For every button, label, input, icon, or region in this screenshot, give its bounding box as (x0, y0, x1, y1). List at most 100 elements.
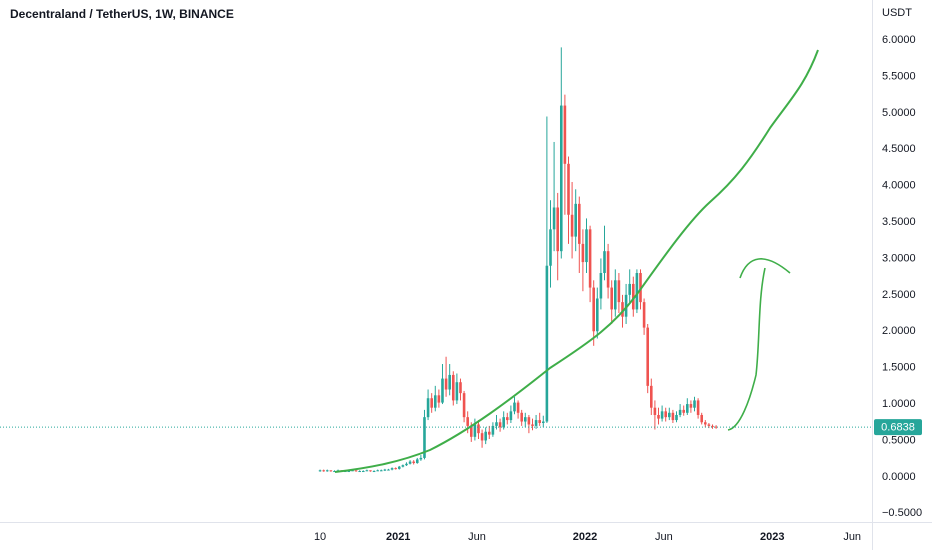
last-price-label: 0.6838 (881, 421, 915, 433)
x-tick-label: Jun (843, 531, 861, 543)
candle-body (693, 400, 696, 408)
candle-body (444, 378, 448, 390)
candle-body (689, 404, 693, 408)
candle-body (581, 243, 585, 263)
y-tick-label: 1.0000 (882, 398, 916, 410)
candle-body (369, 470, 372, 472)
candle-body (642, 302, 646, 328)
candle-body (686, 404, 689, 413)
candle-body (394, 468, 397, 470)
candle-body (397, 466, 401, 469)
y-tick-label: 6.0000 (882, 34, 916, 46)
x-tick-label: 10 (314, 531, 326, 543)
drawn-arc (739, 258, 791, 279)
candle-body (405, 463, 408, 466)
x-tick-label: Jun (655, 531, 673, 543)
candle-body (628, 283, 631, 295)
x-tick-label: 2022 (573, 531, 597, 543)
candle-body (502, 417, 505, 428)
candle-body (491, 425, 495, 435)
candle-body (552, 207, 556, 230)
candle-body (675, 414, 678, 421)
candle-body (592, 287, 595, 332)
candle-body (423, 417, 426, 458)
candle-body (509, 411, 513, 421)
candle-body (383, 469, 387, 471)
candle-body (408, 461, 412, 464)
candle-body (412, 461, 415, 464)
candle-body (696, 400, 700, 415)
candle-body (527, 417, 531, 425)
candle-body (415, 459, 419, 464)
y-tick-label: 5.0000 (882, 107, 916, 119)
candle-body (329, 470, 333, 472)
candle-body (664, 411, 668, 418)
candle-body (714, 426, 718, 428)
moving-average-line (334, 49, 819, 473)
candle-body (430, 398, 433, 408)
candle-body (541, 421, 545, 423)
y-tick-label: 3.5000 (882, 216, 916, 228)
candle-body (556, 207, 559, 252)
candle-body (426, 398, 430, 418)
candle-body (711, 425, 714, 427)
candle-body (361, 471, 365, 473)
candle-body (390, 468, 394, 470)
candle-body (570, 214, 574, 237)
candle-body (441, 378, 444, 403)
candle-body (466, 417, 469, 426)
candle-body (610, 287, 613, 310)
candle-body (372, 471, 376, 473)
x-tick-label: Jun (468, 531, 486, 543)
candle-body (451, 374, 455, 401)
candle-body (639, 273, 642, 303)
candle-body (401, 465, 405, 467)
candle-body (455, 382, 459, 401)
candle-body (437, 395, 441, 403)
candle-body (358, 471, 361, 473)
candle-body (477, 424, 480, 434)
x-tick-label: 2021 (386, 531, 410, 543)
y-tick-label: −0.5000 (882, 507, 922, 519)
candle-body (459, 382, 462, 394)
candle-body (347, 471, 351, 473)
candle-body (668, 412, 671, 418)
candles (318, 47, 718, 473)
last-price-badge (874, 419, 922, 436)
candle-body (505, 417, 509, 421)
candle-body (603, 251, 606, 274)
candle-body (545, 265, 549, 422)
y-tick-label: 4.5000 (882, 143, 916, 155)
candle-body (549, 229, 552, 266)
y-tick-label: 2.0000 (882, 325, 916, 337)
candle-body (379, 470, 383, 472)
candle-body (707, 424, 711, 426)
candle-body (563, 105, 567, 164)
candle-body (462, 393, 466, 418)
candle-body (354, 470, 358, 472)
candle-body (376, 470, 379, 472)
candle-body (606, 251, 610, 288)
candle-body (635, 273, 639, 310)
y-tick-label: 5.5000 (882, 70, 916, 82)
candle-body (649, 385, 653, 408)
candle-body (678, 409, 682, 415)
candle-body (559, 105, 563, 252)
candle-body (513, 402, 516, 412)
candle-body (617, 280, 621, 303)
candle-body (534, 420, 538, 426)
y-tick-label: 3.0000 (882, 252, 916, 264)
candle-body (322, 470, 325, 472)
candle-body (585, 229, 588, 263)
candle-body (624, 294, 628, 317)
candle-body (487, 431, 491, 435)
candle-body (631, 283, 635, 310)
candle-body (599, 273, 603, 299)
candle-body (704, 422, 707, 425)
chart-title: Decentraland / TetherUS, 1W, BINANCE (10, 7, 234, 21)
candle-body (448, 374, 451, 390)
candle-body (516, 402, 520, 413)
candle-body (595, 298, 599, 332)
candle-body (333, 471, 336, 473)
